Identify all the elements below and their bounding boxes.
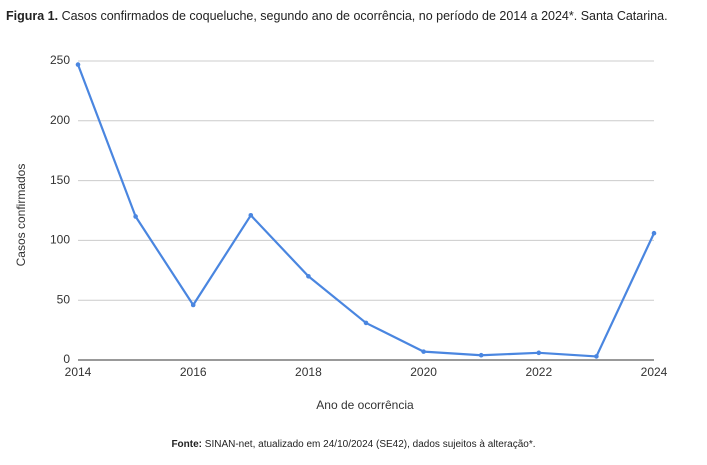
x-tick-label: 2024 xyxy=(641,365,668,379)
y-tick-label: 0 xyxy=(63,352,70,366)
data-point xyxy=(363,320,369,326)
data-point xyxy=(536,350,542,356)
data-line xyxy=(76,64,655,358)
data-point xyxy=(594,354,599,359)
data-point xyxy=(133,214,138,219)
source-text: SINAN-net, atualizado em 24/10/2024 (SE4… xyxy=(204,439,536,450)
chart-title: Figura 1. Casos confirmados de coqueluch… xyxy=(6,9,668,23)
figure-label: Figura 1. xyxy=(6,9,59,23)
data-point xyxy=(478,352,484,358)
data-point xyxy=(248,212,254,218)
data-point xyxy=(190,302,196,308)
source-label: Fonte: xyxy=(171,439,202,450)
data-point xyxy=(651,230,657,236)
x-tick-label: 2014 xyxy=(65,365,92,379)
source: Fonte: SINAN-net, atualizado em 24/10/20… xyxy=(0,439,707,450)
x-tick-label: 2016 xyxy=(180,365,207,379)
x-tick-label: 2022 xyxy=(525,365,552,379)
data-point xyxy=(75,62,81,67)
y-tick-label: 100 xyxy=(50,233,70,247)
y-tick-label: 250 xyxy=(50,53,70,67)
x-tick-label: 2018 xyxy=(295,365,322,379)
x-axis-label: Ano de ocorrência xyxy=(316,398,414,412)
y-tick-label: 200 xyxy=(50,113,70,127)
y-tick-label: 50 xyxy=(57,292,71,306)
data-point xyxy=(421,349,426,354)
y-axis-label: Casos confirmados xyxy=(14,164,28,267)
y-tick-label: 150 xyxy=(50,173,70,187)
x-tick-label: 2020 xyxy=(410,365,437,379)
title-text: Casos confirmados de coqueluche, segundo… xyxy=(61,9,668,23)
data-point xyxy=(306,273,311,279)
